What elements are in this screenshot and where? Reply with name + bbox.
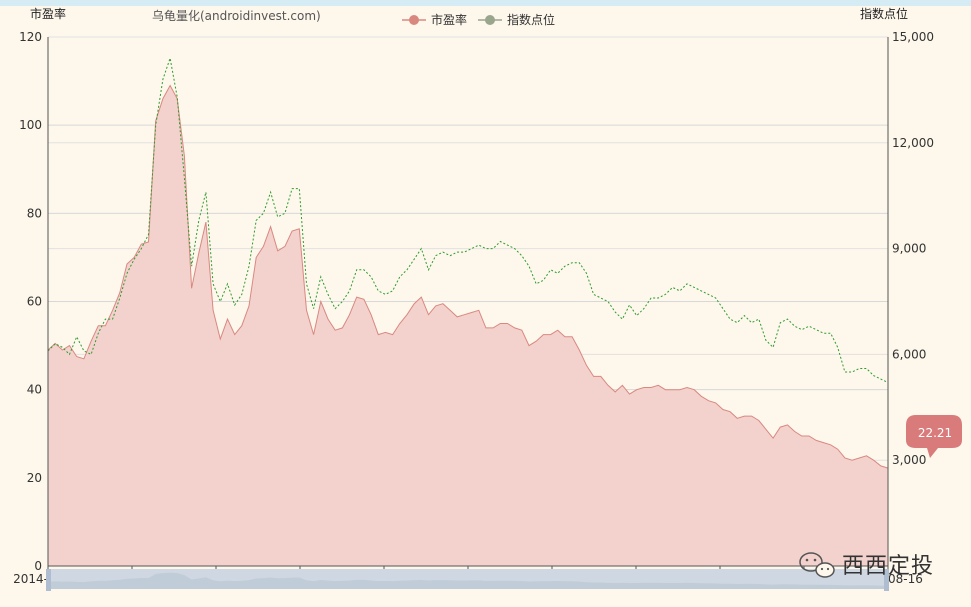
right-axis-title: 指数点位 <box>860 6 908 21</box>
left-axis-title: 市盈率 <box>30 6 66 21</box>
top-border <box>0 0 971 6</box>
series-layer <box>47 56 889 566</box>
badge-value: 22.21 <box>918 426 952 440</box>
legend-item-pe[interactable]: 市盈率 <box>402 12 467 27</box>
brand-name: 西西定投 <box>842 554 934 579</box>
legend-label-index: 指数点位 <box>507 12 555 27</box>
legend-marker-pe <box>409 15 419 25</box>
ytick-left-2: 40 <box>27 383 42 397</box>
legend-label-pe: 市盈率 <box>431 12 467 27</box>
pe-area <box>48 85 888 566</box>
scrollbar-handle-left[interactable] <box>46 569 51 591</box>
legend-marker-index <box>485 15 495 25</box>
ytick-left-1: 20 <box>27 471 42 485</box>
last-value-badge: 22.21 <box>906 415 962 458</box>
scrollbar-preview <box>48 572 888 589</box>
badge-shape <box>906 415 962 458</box>
ytick-right-4: 15,000 <box>892 30 934 44</box>
brand-watermark: 西西定投 <box>799 552 934 579</box>
ytick-left-0: 0 <box>34 559 42 573</box>
zoom-scrollbar[interactable] <box>46 569 889 591</box>
index-line <box>47 56 889 384</box>
legend[interactable]: 市盈率 指数点位 <box>402 12 555 27</box>
ytick-right-0: 3,000 <box>892 453 926 467</box>
ytick-left-5: 100 <box>19 118 42 132</box>
wechat-icon <box>799 552 835 578</box>
ytick-right-3: 12,000 <box>892 136 934 150</box>
ytick-right-2: 9,000 <box>892 242 926 256</box>
scrollbar-handle-right[interactable] <box>884 569 889 591</box>
ytick-left-4: 80 <box>27 206 42 220</box>
ytick-left-3: 60 <box>27 295 42 309</box>
legend-item-index[interactable]: 指数点位 <box>478 12 555 27</box>
ytick-left-6: 120 <box>19 30 42 44</box>
chart-subtitle: 乌龟量化(androidinvest.com) <box>152 8 321 23</box>
ytick-right-1: 6,000 <box>892 347 926 361</box>
